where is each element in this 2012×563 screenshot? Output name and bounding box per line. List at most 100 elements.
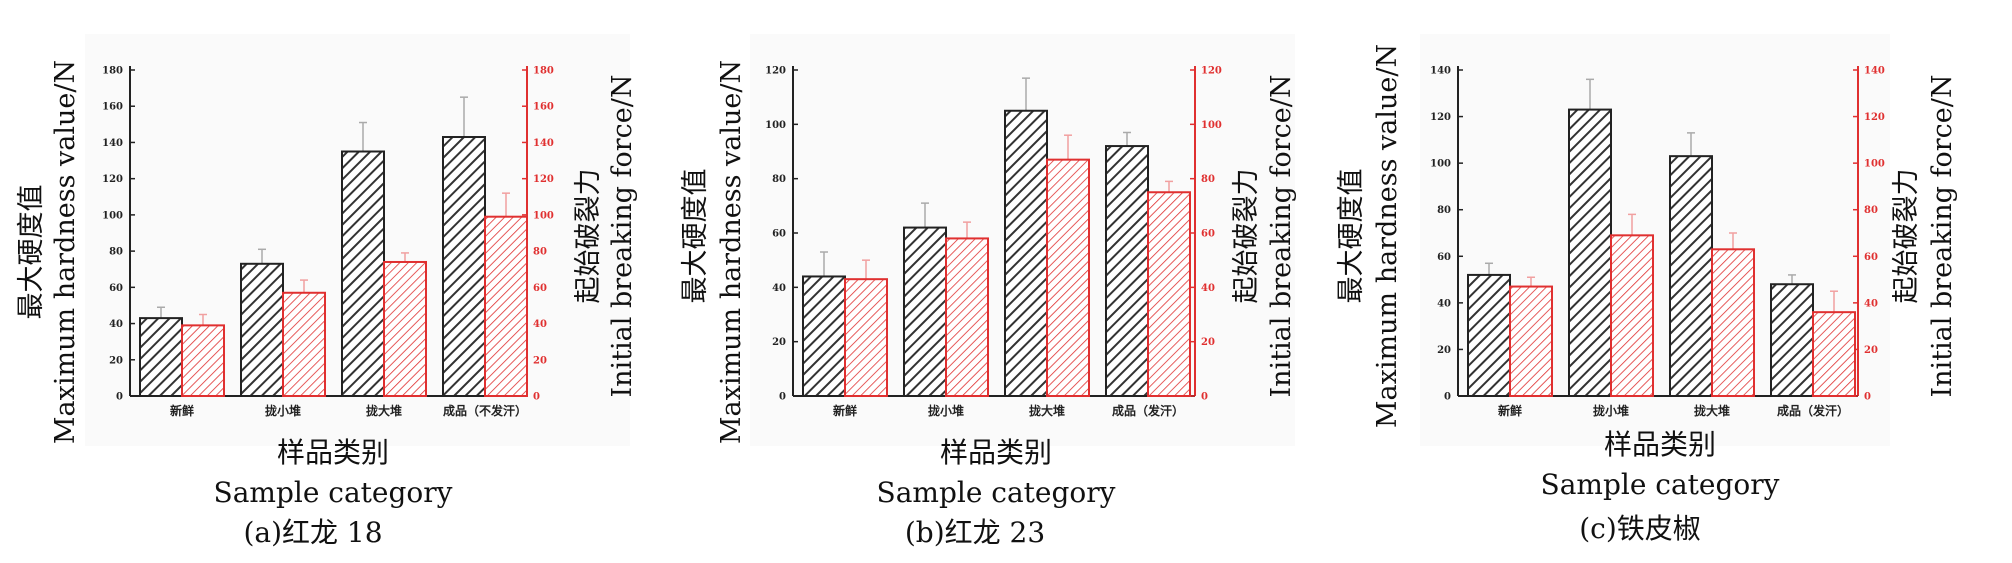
panel-c-left-tick-label: 100: [1430, 159, 1451, 170]
panel-a-bar: [442, 136, 486, 397]
panel-a-category-label: 成品（不发汗）: [443, 403, 527, 418]
panel-a-left-ylabel-cn: 最大硬度值: [16, 185, 47, 320]
panel-b-caption: (b)红龙 23: [905, 516, 1045, 549]
panel-c-left-tick-label: 20: [1437, 345, 1451, 356]
panel-b-xlabel-cn: 样品类别: [940, 436, 1052, 469]
panel-c-bar: [1568, 108, 1612, 397]
panel-b-left-tick-label: 0: [779, 392, 786, 403]
panel-c-xlabel-en: Sample category: [1541, 468, 1780, 501]
panel-b-left-tick-label: 20: [772, 337, 786, 348]
panel-a-bar: [240, 262, 284, 397]
panel-c-right-tick-label: 80: [1864, 205, 1878, 216]
panel-a-left-tick-label: 180: [102, 66, 123, 77]
panel-b-left-ylabel-cn: 最大硬度值: [680, 169, 711, 304]
panel-a-right-tick-label: 140: [533, 138, 554, 149]
panel-b-bar: [903, 226, 947, 397]
panel-b-category-label: 拢大堆: [1029, 403, 1065, 418]
panel-a-bar: [181, 324, 225, 397]
panel-a-left-tick-label: 40: [109, 319, 123, 330]
panel-a-right-ylabel-en: Initial breaking force/N: [607, 75, 638, 398]
panel-b-bar: [1004, 109, 1048, 397]
panel-b-right-tick-label: 100: [1201, 120, 1222, 131]
panel-a-right-tick-label: 80: [533, 247, 547, 258]
panel-a-caption: (a)红龙 18: [243, 516, 382, 549]
panel-a-left-tick-label: 80: [109, 247, 123, 258]
panel-c-category-label: 拢大堆: [1694, 403, 1730, 418]
panel-c-plot: 0 0 20 20 40 40 60 60 80 80 100 100 120 120 140 140 新鲜 拢小…: [1430, 66, 1885, 419]
panel-b-left-tick-label: 120: [765, 66, 786, 77]
panel-a-right-tick-label: 40: [533, 319, 547, 330]
panel-c-left-ylabel-en: Maximum hardness value/N: [1372, 44, 1403, 428]
panel-c-bar: [1669, 155, 1713, 397]
panel-c-right-tick-label: 0: [1864, 392, 1871, 403]
panel-c-right-tick-label: 120: [1864, 112, 1885, 123]
panel-b-xlabel-en: Sample category: [877, 476, 1116, 509]
panel-b-right-tick-label: 0: [1201, 392, 1208, 403]
panel-a-bar: [282, 291, 326, 397]
panel-a-right-tick-label: 120: [533, 174, 554, 185]
panel-b: 0 0 20 20 40 40 60 60 80 80 100 100 120 120 新鲜 拢小堆 拢大堆 成品…: [680, 34, 1297, 549]
panel-a-right-tick-label: 160: [533, 102, 554, 113]
panel-a-left-tick-label: 60: [109, 283, 123, 294]
panel-c-left-tick-label: 120: [1430, 112, 1451, 123]
panel-a-xlabel-en: Sample category: [214, 476, 453, 509]
panel-b-right-tick-label: 80: [1201, 174, 1215, 185]
panel-c-right-ylabel-cn: 起始破裂力: [1891, 169, 1922, 304]
panel-b-left-tick-label: 80: [772, 174, 786, 185]
panel-b-plot: 0 0 20 20 40 40 60 60 80 80 100 100 120 120 新鲜 拢小堆 拢大堆 成品…: [765, 66, 1222, 419]
panel-c-category-label: 新鲜: [1498, 403, 1522, 418]
panel-c-bar: [1812, 311, 1856, 397]
panel-a-left-tick-label: 160: [102, 102, 123, 113]
panel-b-bar: [802, 275, 846, 398]
panel-b-left-tick-label: 60: [772, 229, 786, 240]
panel-a: 0 0 20 20 40 40 60 60 80 80 100 100 120 120 140 140 160 1…: [16, 34, 638, 549]
panel-a-right-tick-label: 100: [533, 210, 554, 221]
panel-c-right-tick-label: 60: [1864, 252, 1878, 263]
panel-b-right-tick-label: 60: [1201, 229, 1215, 240]
panel-b-left-tick-label: 40: [772, 283, 786, 294]
panel-c: 0 0 20 20 40 40 60 60 80 80 100 100 120 120 140 140 新鲜 拢小…: [1336, 34, 1958, 545]
panel-a-bar: [383, 260, 427, 397]
panel-b-right-tick-label: 20: [1201, 337, 1215, 348]
panel-a-left-tick-label: 120: [102, 174, 123, 185]
panel-a-bar: [341, 150, 385, 397]
panel-a-left-tick-label: 100: [102, 210, 123, 221]
panel-b-left-ylabel-en: Maximum hardness value/N: [716, 60, 747, 444]
panel-c-bar: [1711, 248, 1755, 397]
panel-b-bar: [945, 237, 989, 397]
panel-c-right-tick-label: 40: [1864, 298, 1878, 309]
panel-a-plot: 0 0 20 20 40 40 60 60 80 80 100 100 120 120 140 140 160 1…: [102, 66, 554, 419]
panel-a-right-ylabel-cn: 起始破裂力: [573, 169, 604, 304]
panel-c-left-tick-label: 40: [1437, 298, 1451, 309]
panel-c-category-label: 成品（发汗）: [1777, 403, 1849, 418]
panel-b-category-label: 拢小堆: [928, 403, 964, 418]
panel-b-right-ylabel-cn: 起始破裂力: [1231, 169, 1262, 304]
panel-c-left-tick-label: 60: [1437, 252, 1451, 263]
panel-a-right-tick-label: 180: [533, 66, 554, 77]
panel-c-bar: [1610, 234, 1654, 397]
panel-b-right-tick-label: 120: [1201, 66, 1222, 77]
panel-b-bar: [844, 278, 888, 397]
panel-c-right-tick-label: 100: [1864, 159, 1885, 170]
panel-a-right-tick-label: 0: [533, 392, 540, 403]
panel-a-xlabel-cn: 样品类别: [277, 436, 389, 469]
panel-a-right-tick-label: 60: [533, 283, 547, 294]
panel-c-left-tick-label: 80: [1437, 205, 1451, 216]
panel-a-bar: [484, 215, 528, 397]
panel-a-category-label: 拢小堆: [265, 403, 301, 418]
panel-b-bar: [1105, 145, 1149, 397]
panel-c-bar: [1467, 273, 1511, 397]
panel-c-right-tick-label: 140: [1864, 66, 1885, 77]
panel-b-left-tick-label: 100: [765, 120, 786, 131]
panel-b-right-ylabel-en: Initial breaking force/N: [1266, 75, 1297, 398]
panel-c-xlabel-cn: 样品类别: [1604, 428, 1716, 461]
panel-c-bar: [1770, 283, 1814, 398]
panel-a-bar: [139, 317, 183, 397]
panel-a-category-label: 拢大堆: [366, 403, 402, 418]
panel-b-right-tick-label: 40: [1201, 283, 1215, 294]
panel-b-category-label: 成品（发汗）: [1112, 403, 1184, 418]
panel-c-right-ylabel-en: Initial breaking force/N: [1927, 75, 1958, 398]
panel-a-left-tick-label: 140: [102, 138, 123, 149]
panel-c-right-tick-label: 20: [1864, 345, 1878, 356]
